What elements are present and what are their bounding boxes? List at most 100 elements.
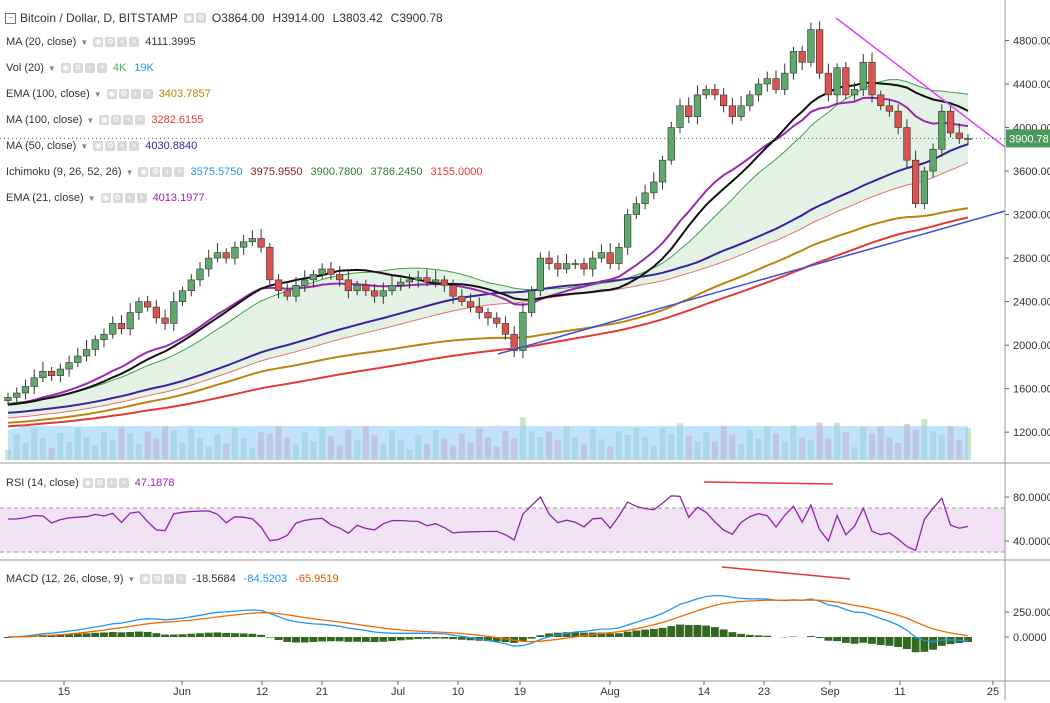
settings-icon[interactable]: ⚙ xyxy=(105,37,115,47)
add-icon[interactable]: + xyxy=(164,574,174,584)
indicator-value: 19K xyxy=(134,62,154,74)
candle-body xyxy=(956,133,963,138)
eye-icon[interactable]: ◉ xyxy=(99,115,109,125)
add-icon[interactable]: + xyxy=(85,63,95,73)
add-icon[interactable]: + xyxy=(131,89,141,99)
eye-icon[interactable]: ◉ xyxy=(101,193,111,203)
chevron-down-icon[interactable]: ▼ xyxy=(94,90,102,99)
eye-icon[interactable]: ◉ xyxy=(93,141,103,151)
symbol-header: − Bitcoin / Dollar, D, BITSTAMP ◉ ⚙ O386… xyxy=(0,9,451,27)
macd-histogram-bar xyxy=(624,632,632,637)
settings-icon[interactable]: ⚙ xyxy=(150,167,160,177)
settings-icon[interactable]: ⚙ xyxy=(111,115,121,125)
candle-body xyxy=(633,204,640,215)
settings-icon[interactable]: ⚙ xyxy=(95,478,105,488)
indicator-name[interactable]: MA (20, close) xyxy=(6,36,76,48)
close-icon[interactable]: × xyxy=(119,478,129,488)
add-icon[interactable]: + xyxy=(117,37,127,47)
macd-histogram-bar xyxy=(912,637,920,652)
close-icon[interactable]: × xyxy=(143,89,153,99)
candle-body xyxy=(738,106,745,117)
chevron-down-icon[interactable]: ▼ xyxy=(126,168,134,177)
chevron-down-icon[interactable]: ▼ xyxy=(127,575,135,584)
candle-body xyxy=(816,30,823,74)
candle-body xyxy=(153,307,160,318)
close-icon[interactable]: × xyxy=(97,63,107,73)
macd-histogram-bar xyxy=(344,637,352,642)
settings-icon[interactable]: ⚙ xyxy=(196,13,206,23)
macd-histogram-bar xyxy=(894,637,902,647)
close-icon[interactable]: × xyxy=(176,574,186,584)
indicator-name[interactable]: MA (100, close) xyxy=(6,114,82,126)
indicator-name[interactable]: EMA (100, close) xyxy=(6,88,90,100)
time-tick-label: 11 xyxy=(894,686,905,698)
chevron-down-icon[interactable]: ▼ xyxy=(48,64,56,73)
candle-body xyxy=(668,128,675,161)
indicator-controls: ◉⚙+× xyxy=(138,167,184,177)
candle-body xyxy=(607,253,614,264)
macd-histogram-bar xyxy=(353,637,361,642)
candle-body xyxy=(712,89,719,94)
indicator-name[interactable]: MA (50, close) xyxy=(6,140,76,152)
macd-histogram-bar xyxy=(327,637,335,641)
settings-icon[interactable]: ⚙ xyxy=(119,89,129,99)
rsi-name[interactable]: RSI (14, close) xyxy=(6,477,79,489)
candle-body xyxy=(520,313,527,351)
eye-icon[interactable]: ◉ xyxy=(61,63,71,73)
close-icon[interactable]: × xyxy=(137,193,147,203)
candle-body xyxy=(336,274,343,279)
candle-body xyxy=(790,51,797,73)
indicator-name[interactable]: EMA (21, close) xyxy=(6,192,84,204)
add-icon[interactable]: + xyxy=(123,115,133,125)
eye-icon[interactable]: ◉ xyxy=(140,574,150,584)
chevron-down-icon[interactable]: ▼ xyxy=(88,194,96,203)
macd-histogram-bar xyxy=(414,637,422,639)
candle-body xyxy=(720,95,727,106)
macd-histogram-bar xyxy=(877,637,885,645)
eye-icon[interactable]: ◉ xyxy=(83,478,93,488)
chevron-down-icon[interactable]: ▼ xyxy=(80,38,88,47)
close-icon[interactable]: × xyxy=(174,167,184,177)
close-icon[interactable]: × xyxy=(129,141,139,151)
eye-icon[interactable]: ◉ xyxy=(107,89,117,99)
add-icon[interactable]: + xyxy=(107,478,117,488)
candle-body xyxy=(380,291,387,296)
add-icon[interactable]: + xyxy=(162,167,172,177)
price-tick-label: 1200.00 xyxy=(1013,427,1050,439)
macd-histogram-bar xyxy=(371,637,379,642)
candle-body xyxy=(947,111,954,133)
candle-body xyxy=(598,253,605,258)
settings-icon[interactable]: ⚙ xyxy=(73,63,83,73)
chevron-down-icon[interactable]: ▼ xyxy=(86,116,94,125)
candle-body xyxy=(48,371,55,375)
eye-icon[interactable]: ◉ xyxy=(93,37,103,47)
settings-icon[interactable]: ⚙ xyxy=(105,141,115,151)
indicator-name[interactable]: Ichimoku (9, 26, 52, 26) xyxy=(6,166,122,178)
candle-body xyxy=(555,264,562,269)
macd-histogram-bar xyxy=(126,632,134,637)
candle-body xyxy=(223,253,230,258)
macd-histogram-bar xyxy=(283,637,291,642)
eye-icon[interactable]: ◉ xyxy=(138,167,148,177)
close-icon[interactable]: × xyxy=(129,37,139,47)
settings-icon[interactable]: ⚙ xyxy=(152,574,162,584)
candle-body xyxy=(581,264,588,269)
macd-name[interactable]: MACD (12, 26, close, 9) xyxy=(6,573,123,585)
indicator-value: 4111.3995 xyxy=(145,36,195,48)
collapse-icon[interactable]: − xyxy=(5,13,16,24)
candle-body xyxy=(432,280,439,282)
time-tick-label: 10 xyxy=(452,686,464,698)
macd-histogram-bar xyxy=(458,637,466,640)
eye-icon[interactable]: ◉ xyxy=(184,13,194,23)
add-icon[interactable]: + xyxy=(117,141,127,151)
indicator-name[interactable]: Vol (20) xyxy=(6,62,44,74)
add-icon[interactable]: + xyxy=(125,193,135,203)
settings-icon[interactable]: ⚙ xyxy=(113,193,123,203)
close-icon[interactable]: × xyxy=(135,115,145,125)
candle-body xyxy=(808,30,815,63)
chevron-down-icon[interactable]: ▼ xyxy=(80,142,88,151)
candle-body xyxy=(83,349,90,356)
